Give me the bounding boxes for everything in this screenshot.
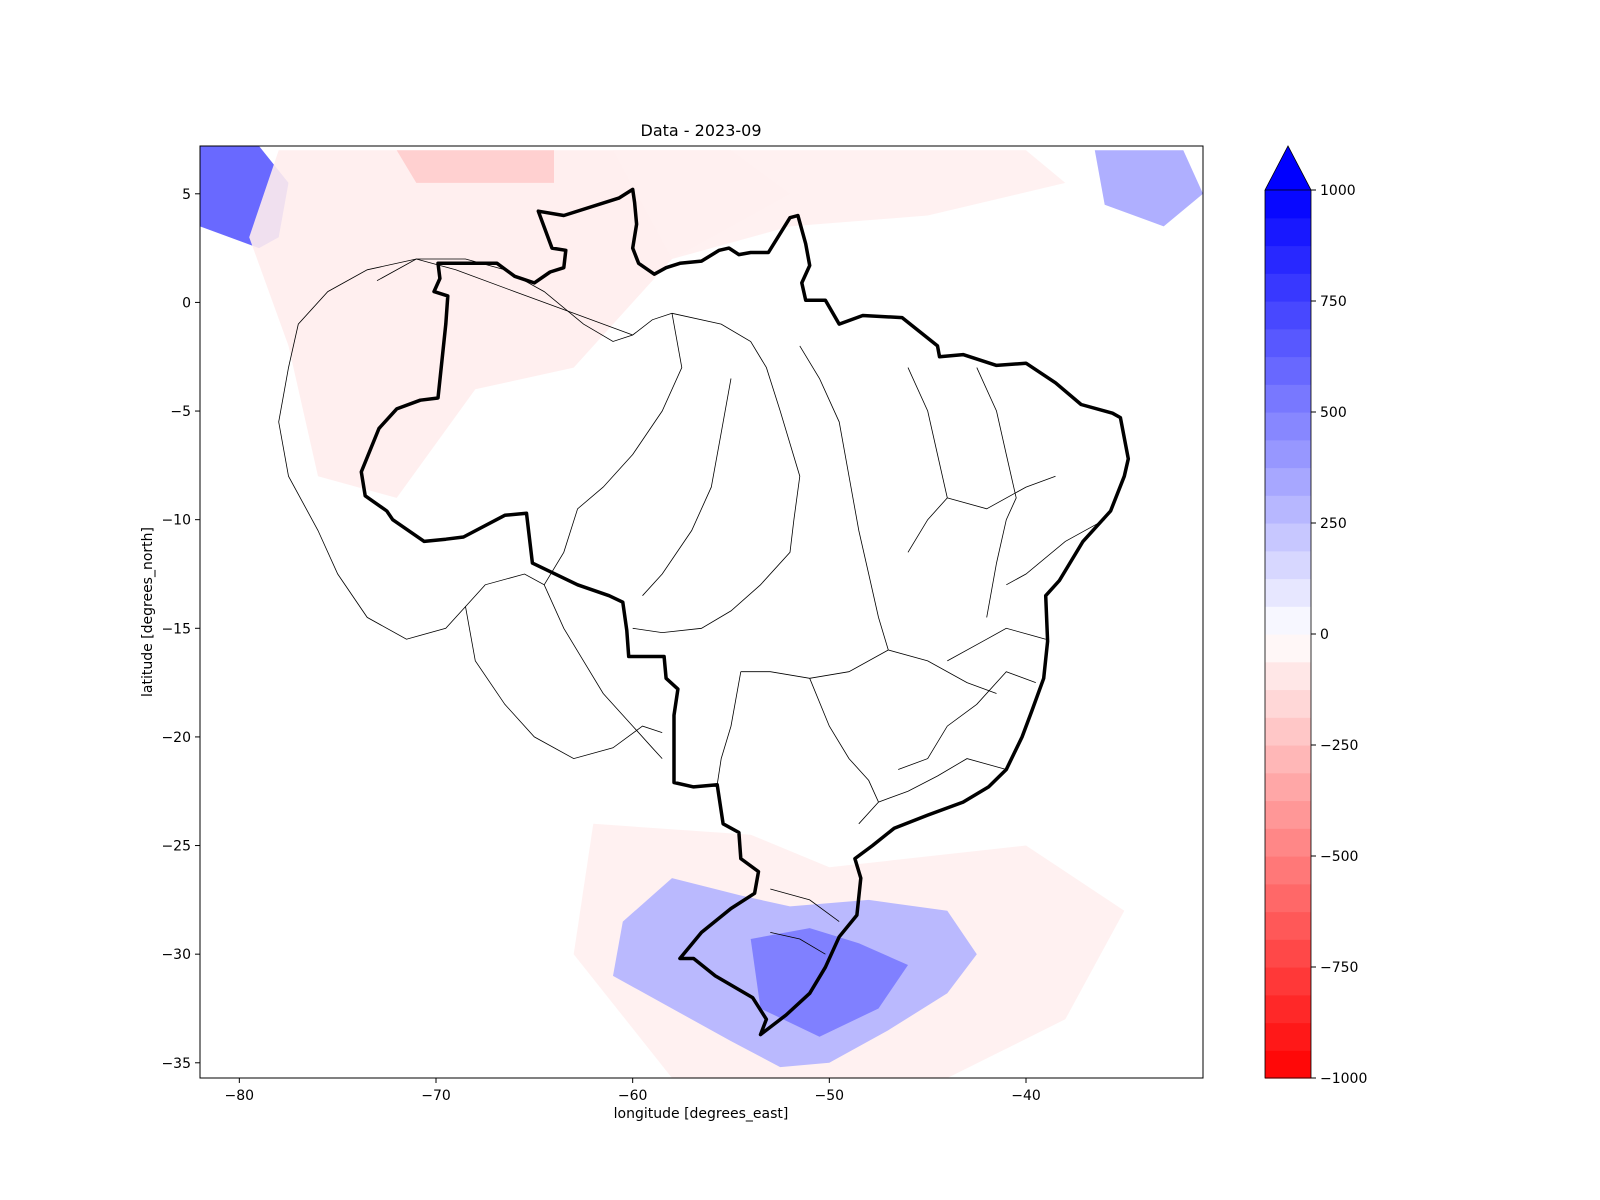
colorbar-bin: [1265, 439, 1311, 469]
y-tick-label: −30: [161, 947, 191, 963]
anomaly-region-northern-amazon: [249, 150, 790, 498]
colorbar-tick-label: −1000: [1320, 1071, 1367, 1087]
colorbar-bin: [1265, 217, 1311, 247]
colorbar-tick-label: −750: [1320, 960, 1358, 976]
basin-boundary: [642, 378, 732, 596]
x-axis-ticks: −80 −70 −60 −50 −40: [225, 1078, 1041, 1104]
colorbar-bin: [1265, 578, 1311, 607]
colorbar-bin: [1265, 245, 1311, 274]
colorbar-bin: [1265, 772, 1311, 802]
colorbar-bin: [1265, 356, 1311, 385]
y-tick-label: −10: [161, 513, 191, 529]
x-tick-label: −40: [1011, 1088, 1041, 1104]
colorbar-tick-label: 750: [1320, 294, 1347, 310]
colorbar-bin: [1265, 717, 1311, 746]
basin-boundary: [770, 932, 826, 955]
anomaly-region-northern-hotspot: [396, 150, 554, 183]
colorbar: 1000 750 500 250 0 −250 −500 −750 −1000: [1264, 145, 1367, 1087]
map-title: Data - 2023-09: [641, 121, 762, 140]
colorbar-bin: [1265, 800, 1311, 829]
anomaly-field: [200, 146, 1203, 1078]
plot-frame: [199, 145, 1204, 1079]
colorbar-bin: [1265, 689, 1311, 718]
colorbar-bin: [1265, 523, 1311, 552]
basin-boundary: [1006, 519, 1105, 586]
x-tick-label: −60: [618, 1088, 648, 1104]
parana-basin-outline: [465, 573, 663, 759]
x-tick-label: −50: [815, 1088, 845, 1104]
colorbar-tick-label: 0: [1320, 627, 1329, 643]
y-tick-label: −5: [170, 404, 191, 420]
basin-boundary: [888, 649, 997, 694]
colorbar-tick-label: 1000: [1320, 183, 1356, 199]
colorbar-bin: [1265, 1022, 1311, 1051]
colorbar-bin: [1265, 828, 1311, 857]
colorbar-bin: [1265, 1050, 1311, 1079]
y-tick-label: −25: [161, 839, 191, 855]
colorbar-tick-label: −250: [1320, 738, 1358, 754]
basin-boundary: [809, 678, 879, 803]
colorbar-bin: [1265, 467, 1311, 496]
colorbar-bin: [1265, 856, 1311, 885]
basin-boundary: [543, 313, 683, 586]
basin-boundary: [898, 671, 1036, 770]
colorbar-bin: [1265, 384, 1311, 413]
brazil-outline-layer: [359, 187, 1131, 1037]
x-axis-label: longitude [degrees_east]: [614, 1106, 789, 1122]
colorbar-tick-label: −500: [1320, 849, 1358, 865]
colorbar-bin: [1265, 412, 1311, 441]
colorbar-bin: [1265, 550, 1311, 580]
colorbar-tick-label: 500: [1320, 405, 1347, 421]
y-tick-label: −35: [161, 1056, 191, 1072]
basin-boundary: [976, 367, 1017, 618]
basin-boundaries: [278, 258, 1105, 955]
amazon-basin-outline: [278, 258, 663, 760]
basin-boundary: [858, 758, 1007, 825]
colorbar-bin: [1265, 883, 1311, 913]
brazil-outline: [359, 187, 1131, 1037]
y-tick-label: −15: [161, 621, 191, 637]
basin-boundary: [907, 367, 948, 553]
colorbar-tick-label: 250: [1320, 516, 1347, 532]
colorbar-bin: [1265, 328, 1311, 358]
x-tick-label: −70: [421, 1088, 451, 1104]
basin-boundary: [716, 671, 742, 785]
basin-boundary: [947, 475, 1056, 510]
colorbar-extend-arrow: [1264, 145, 1312, 191]
anomaly-region-guiana-coast: [613, 150, 1066, 259]
basin-boundary: [947, 627, 1046, 662]
colorbar-bin: [1265, 661, 1311, 691]
y-axis-label: latitude [degrees_north]: [140, 527, 156, 697]
colorbar-bin: [1265, 967, 1311, 996]
colorbar-bin: [1265, 939, 1311, 968]
basin-boundary: [799, 345, 889, 651]
basin-boundary: [376, 258, 673, 342]
y-axis-ticks: 5 0 −5 −10 −15 −20 −25 −30 −35: [161, 187, 200, 1072]
colorbar-bin: [1265, 634, 1311, 663]
y-tick-label: 5: [182, 187, 191, 203]
colorbar-bin: [1265, 190, 1311, 219]
colorbar-bin: [1265, 301, 1311, 330]
colorbar-bin: [1265, 994, 1311, 1024]
colorbar-bin: [1265, 745, 1311, 774]
colorbar-bin: [1265, 911, 1311, 940]
colorbar-bin: [1265, 606, 1311, 635]
basin-boundary: [632, 312, 801, 634]
x-tick-label: −80: [225, 1088, 255, 1104]
y-tick-label: −20: [161, 730, 191, 746]
colorbar-bin: [1265, 273, 1311, 302]
y-tick-label: 0: [182, 295, 191, 311]
colorbar-bin: [1265, 495, 1311, 524]
basin-boundary: [770, 888, 840, 922]
anomaly-region-se-far-ne: [1094, 150, 1203, 227]
